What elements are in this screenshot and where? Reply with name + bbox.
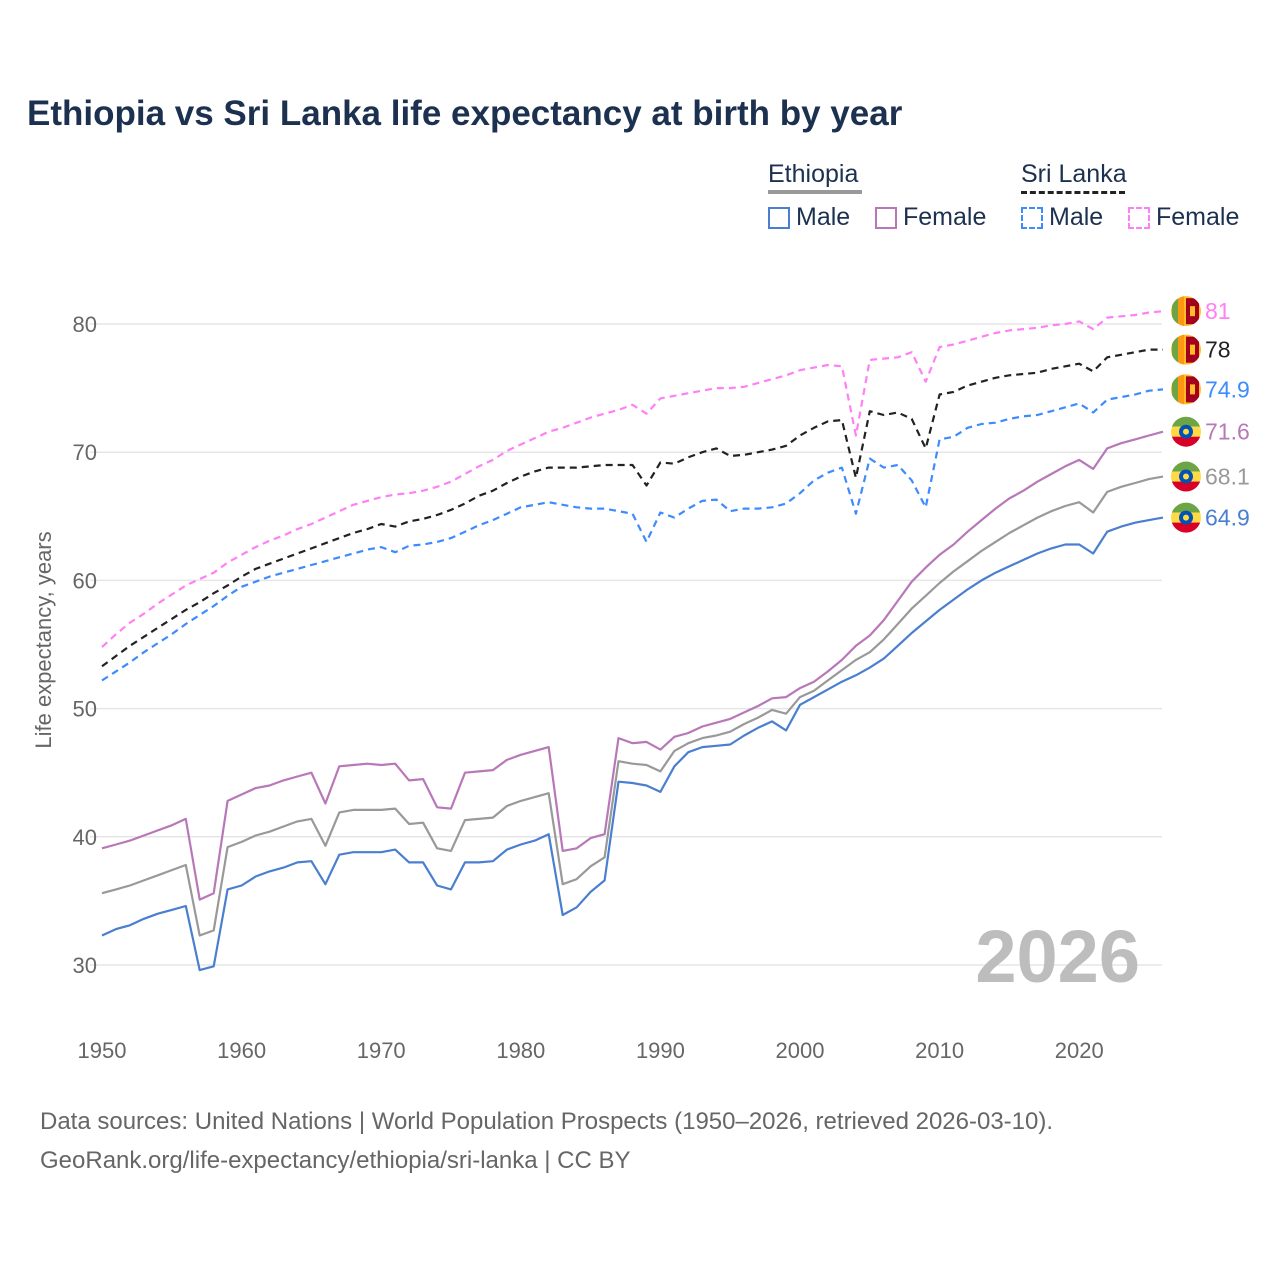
ethiopia-flag-icon — [1171, 461, 1201, 492]
series-end-labels: 81 78 74.9 71.6 68.1 64.9 — [1171, 296, 1250, 533]
x-tick-label: 2010 — [915, 1038, 964, 1063]
footer-sources: Data sources: United Nations | World Pop… — [40, 1108, 1054, 1135]
legend-swatch-solid-blue — [768, 206, 790, 229]
x-tick-label: 2000 — [776, 1038, 825, 1063]
legend-srilanka-heading: Sri Lanka — [1021, 160, 1127, 194]
legend-label: Male — [796, 203, 851, 231]
series-line-ethiopia-female — [101, 430, 1164, 901]
y-tick-label: 40 — [73, 825, 97, 850]
x-tick-label: 1980 — [496, 1038, 545, 1063]
legend-label: Female — [1156, 203, 1240, 231]
end-value-label: 71.6 — [1205, 419, 1250, 445]
series-line-sri-lanka-female — [101, 310, 1164, 648]
legend-swatch-dashed-pink — [1128, 206, 1150, 229]
legend-ethiopia-heading: Ethiopia — [768, 160, 862, 194]
end-value-label: 74.9 — [1205, 376, 1250, 402]
ethiopia-flag-icon — [1171, 416, 1201, 447]
x-tick-label: 1990 — [636, 1038, 685, 1063]
series-line-ethiopia-total — [101, 475, 1164, 937]
legend-label: Female — [903, 203, 987, 231]
x-tick-label: 1970 — [357, 1038, 406, 1063]
series-line-sri-lanka-male — [101, 388, 1164, 682]
sri-lanka-flag-icon — [1171, 374, 1201, 405]
sri-lanka-flag-icon — [1171, 296, 1201, 327]
y-axis-label: Life expectancy, years — [31, 531, 56, 748]
legend-swatch-dashed-blue — [1021, 206, 1043, 229]
legend-ethiopia-female[interactable]: Female — [875, 203, 986, 232]
footer-link[interactable]: GeoRank.org/life-expectancy/ethiopia/sri… — [40, 1147, 631, 1174]
legend-srilanka-female[interactable]: Female — [1128, 203, 1239, 232]
end-value-label: 78 — [1205, 337, 1231, 363]
y-tick-label: 80 — [73, 312, 97, 337]
gridlines — [90, 323, 1162, 966]
legend-swatch-solid-purple — [875, 206, 897, 229]
end-value-label: 64.9 — [1205, 505, 1250, 531]
y-tick-label: 30 — [73, 953, 97, 978]
series-line-ethiopia-male — [101, 516, 1164, 972]
x-tick-label: 1960 — [217, 1038, 266, 1063]
x-tick-label: 2020 — [1055, 1038, 1104, 1063]
x-axis-ticks: 1950 1960 1970 1980 1990 2000 2010 2020 — [78, 1038, 1104, 1063]
y-tick-label: 60 — [73, 568, 97, 593]
series-line-sri-lanka-total — [101, 348, 1163, 668]
y-axis-ticks: 30 40 50 60 70 80 — [73, 312, 97, 978]
ethiopia-flag-icon — [1171, 502, 1201, 533]
legend-srilanka-male[interactable]: Male — [1021, 203, 1103, 232]
legend-ethiopia-male[interactable]: Male — [768, 203, 850, 232]
legend-srilanka-underline — [1021, 191, 1125, 194]
y-tick-label: 70 — [73, 440, 97, 465]
series-lines — [101, 310, 1164, 972]
sri-lanka-flag-icon — [1171, 334, 1201, 365]
x-tick-label: 1950 — [78, 1038, 127, 1063]
end-value-label: 68.1 — [1205, 464, 1250, 490]
current-year-watermark: 2026 — [975, 915, 1140, 998]
end-value-label: 81 — [1205, 298, 1231, 324]
legend-srilanka-label: Sri Lanka — [1021, 160, 1127, 188]
legend-ethiopia-label: Ethiopia — [768, 160, 859, 188]
legend-label: Male — [1049, 203, 1104, 231]
legend-ethiopia-underline — [768, 190, 862, 194]
chart-title: Ethiopia vs Sri Lanka life expectancy at… — [27, 94, 903, 133]
y-tick-label: 50 — [73, 697, 97, 722]
